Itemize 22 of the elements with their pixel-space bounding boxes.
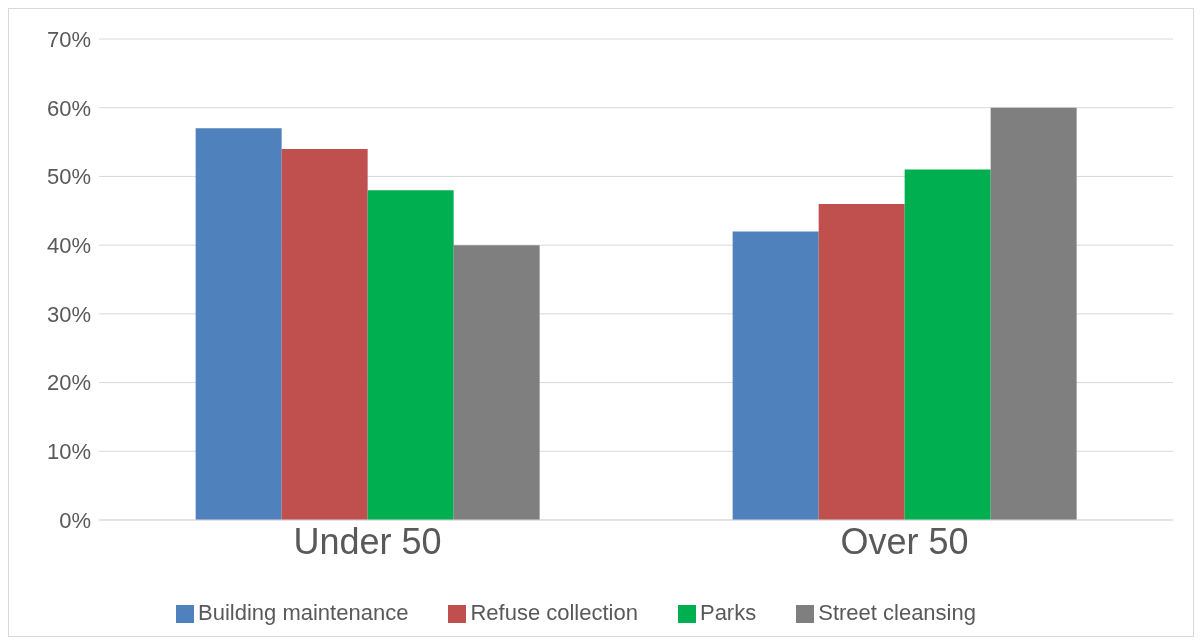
y-tick-label: 40% (46, 232, 91, 258)
y-tick-label: 70% (46, 26, 91, 52)
legend-label: Street cleansing (818, 600, 976, 625)
y-tick-label: 60% (46, 95, 91, 121)
bar (195, 128, 282, 520)
bar (732, 231, 819, 520)
bar (818, 203, 905, 520)
y-tick-label: 0% (59, 507, 91, 533)
x-tick-label: Under 50 (293, 520, 442, 562)
legend-label: Parks (699, 600, 757, 625)
legend-label: Refuse collection (470, 600, 638, 625)
bar (990, 107, 1077, 520)
bar (281, 148, 368, 520)
bar (367, 190, 454, 520)
y-tick-label: 20% (46, 370, 91, 396)
x-tick-label: Over 50 (840, 520, 969, 562)
y-tick-label: 10% (46, 439, 91, 465)
y-tick-label: 30% (46, 301, 91, 327)
legend-label: Building maintenance (198, 600, 409, 625)
y-tick-label: 50% (46, 164, 91, 190)
bar (453, 245, 540, 520)
bar (904, 169, 991, 520)
